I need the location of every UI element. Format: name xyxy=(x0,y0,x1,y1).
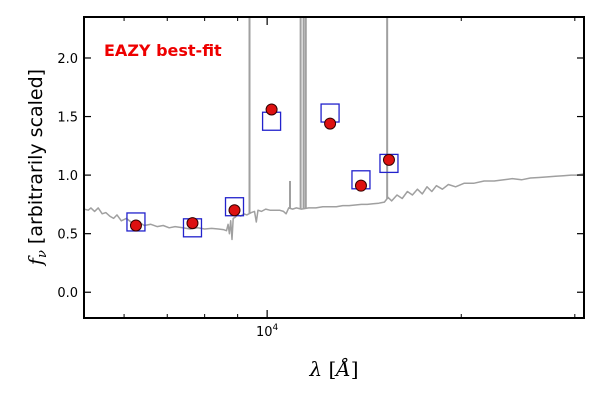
annotation-eazy: EAZY best-fit xyxy=(104,41,222,60)
y-tick-label: 2.0 xyxy=(57,52,78,67)
model-spectrum-line xyxy=(84,173,584,241)
y-tick-label: 1.0 xyxy=(57,169,78,184)
plot-area xyxy=(84,17,584,241)
observed-flux-point xyxy=(265,103,278,116)
y-axis-label: fν [arbitrarily scaled] xyxy=(25,69,50,267)
observed-flux-point xyxy=(186,217,199,230)
plot-content xyxy=(84,17,584,241)
observed-flux-point xyxy=(354,179,367,192)
x-axis-label: λ [Å] xyxy=(308,356,358,381)
y-tick-label: 1.5 xyxy=(57,111,78,126)
observed-flux-point xyxy=(129,219,142,232)
y-tick-label: 0.0 xyxy=(57,286,78,301)
observed-flux-point xyxy=(382,153,395,166)
plot-frame xyxy=(83,16,585,319)
axes-frame xyxy=(83,16,585,319)
ticks: 0.0 0.5 1.0 1.5 2.0 104 xyxy=(57,17,584,340)
observed-flux-point xyxy=(324,117,337,130)
x-tick-label: 104 xyxy=(256,323,279,340)
y-tick-label: 0.5 xyxy=(57,228,78,243)
observed-flux-point xyxy=(228,204,241,217)
